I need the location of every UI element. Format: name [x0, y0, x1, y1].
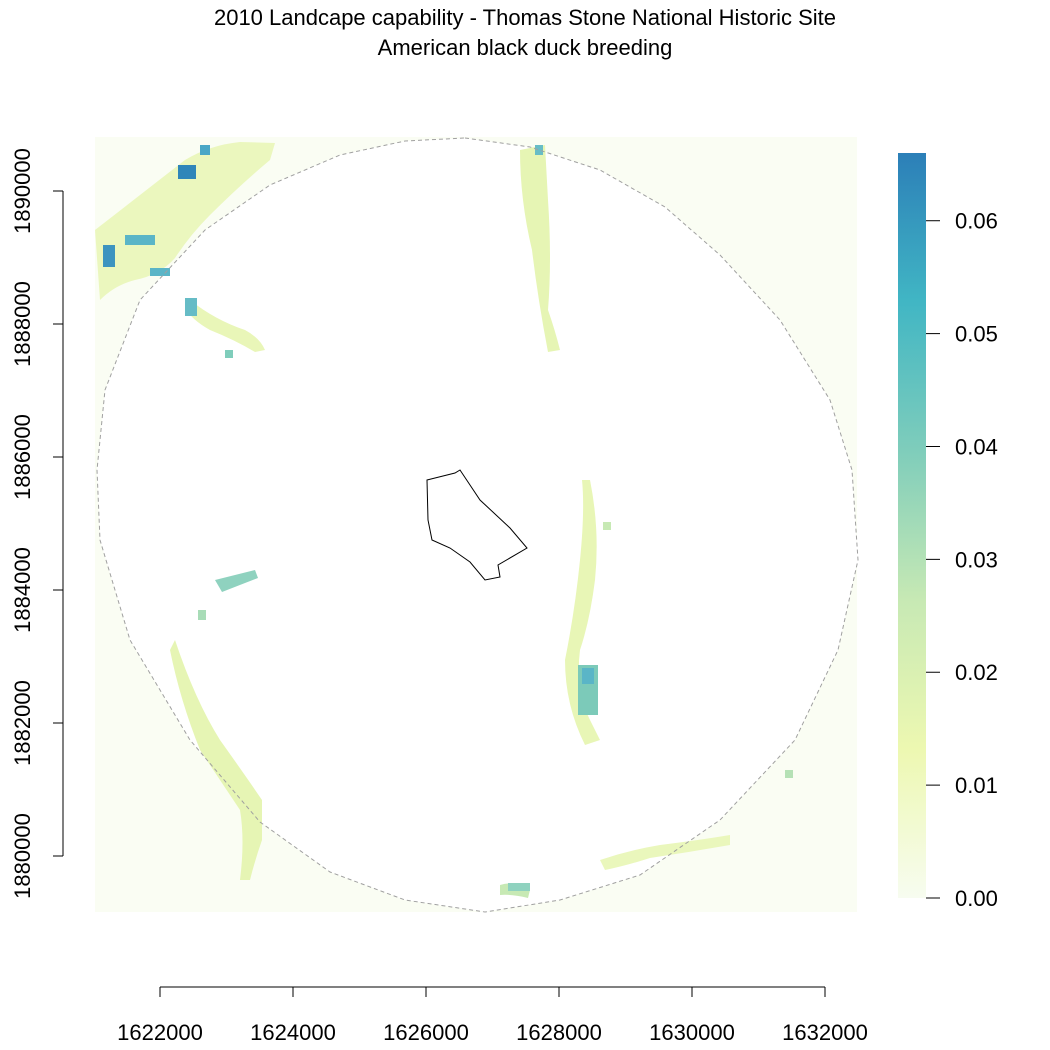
patch-high-11: [603, 522, 611, 530]
stream-corridor-southwest: [170, 640, 262, 880]
map-subtitle: American black duck breeding: [377, 35, 673, 60]
x-tick-label: 1630000: [649, 1020, 735, 1045]
x-tick-label: 1624000: [250, 1020, 336, 1045]
legend-tick-label: 0.05: [955, 322, 998, 347]
stream-corridor-central: [565, 480, 600, 745]
legend-tick-label: 0.03: [955, 547, 998, 572]
patch-high-7: [225, 350, 233, 358]
patch-high-10: [582, 668, 594, 684]
legend-tick-label: 0.06: [955, 209, 998, 234]
patch-high-5: [150, 268, 170, 276]
patch-high-12: [198, 610, 206, 620]
patch-high-14: [785, 770, 793, 778]
y-tick-label: 1886000: [10, 414, 35, 500]
stream-corridor-northwest-branch: [185, 300, 265, 352]
y-tick-label: 1880000: [10, 813, 35, 899]
patch-high-2: [200, 145, 210, 155]
patch-high-13: [508, 883, 530, 891]
map-title: 2010 Landcape capability - Thomas Stone …: [213, 5, 837, 30]
y-tick-label: 1890000: [10, 148, 35, 234]
legend-colorbar: [898, 153, 926, 898]
raster-layer: [95, 137, 858, 912]
x-tick-label: 1622000: [117, 1020, 203, 1045]
legend-tick-label: 0.01: [955, 773, 998, 798]
y-tick-label: 1882000: [10, 680, 35, 766]
stream-corridor-north: [520, 145, 560, 352]
legend-tick-label: 0.02: [955, 660, 998, 685]
stream-corridor-northwest: [95, 142, 275, 300]
buffer-outline: [96, 137, 859, 913]
patch-high-8: [535, 145, 543, 155]
x-tick-label: 1628000: [516, 1020, 602, 1045]
site-boundary: [426, 469, 528, 581]
legend-tick-label: 0.00: [955, 886, 998, 911]
y-axis: 1880000 1882000 1884000 1886000 1888000 18900…: [10, 148, 64, 899]
x-tick-label: 1632000: [782, 1020, 868, 1045]
y-tick-label: 1884000: [10, 547, 35, 633]
patch-high-6: [185, 298, 197, 316]
x-tick-label: 1626000: [383, 1020, 469, 1045]
patch-high-4: [125, 235, 155, 245]
stream-corridor-west: [215, 570, 258, 592]
buffer-interior-fill: [97, 138, 858, 912]
legend: 0.00 0.01 0.02 0.03 0.04 0.05 0.06: [898, 153, 998, 911]
legend-tick-label: 0.04: [955, 434, 998, 459]
y-tick-label: 1888000: [10, 281, 35, 367]
patch-high-3: [103, 245, 115, 267]
stream-corridor-southeast: [600, 835, 730, 870]
patch-high-1: [178, 165, 196, 179]
x-axis: 1622000 1624000 1626000 1628000 1630000 16320…: [117, 986, 868, 1045]
